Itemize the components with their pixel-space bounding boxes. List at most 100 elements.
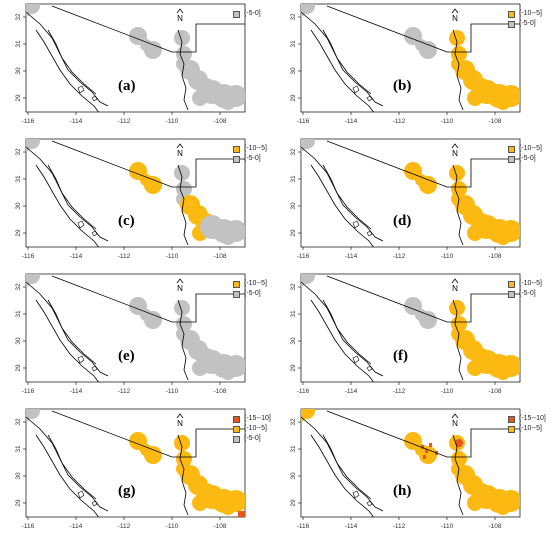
legend-label: (-10--5] xyxy=(244,145,267,152)
country-border xyxy=(326,5,520,53)
y-axis-tick-label: 31 xyxy=(290,175,297,183)
regional-map: N -116 -114 -112 -110 -108 29 30 31 32 xyxy=(15,408,246,530)
anomaly-zone-corner xyxy=(301,4,315,14)
island xyxy=(352,490,360,499)
map-panel: N -116 -114 -112 -110 -108 29 30 31 32 (a) (-5-0] xyxy=(0,0,275,135)
coastline xyxy=(35,299,99,382)
coastline xyxy=(177,29,189,111)
x-axis-tick-label: -108 xyxy=(213,523,226,530)
legend-item: (-10--5] xyxy=(508,279,542,289)
anomaly-zone-southeast xyxy=(220,229,236,245)
map-panel: N -116 -114 -112 -110 -108 29 30 31 32 (b) (-10--5]… xyxy=(275,0,550,135)
legend-swatch xyxy=(508,145,515,153)
coastline xyxy=(177,434,189,516)
coastline xyxy=(35,29,99,112)
anomaly-zone-corner xyxy=(26,409,40,419)
y-axis-tick-label: 32 xyxy=(290,283,297,291)
anomaly-zone-southeast xyxy=(220,499,236,515)
anomaly-zone-corner xyxy=(301,409,315,419)
x-axis-tick-label: -112 xyxy=(118,118,131,125)
anomaly-zone-corner xyxy=(26,4,40,14)
anomaly-zone-extreme xyxy=(421,445,424,449)
anomaly-zone-river xyxy=(449,165,465,181)
coastline xyxy=(301,146,384,242)
x-axis-tick-label: -114 xyxy=(70,118,83,125)
north-arrow-icon xyxy=(451,8,459,14)
coastline xyxy=(452,164,464,246)
anomaly-zone-extreme xyxy=(238,511,245,517)
map-panel: N -116 -114 -112 -110 -108 29 30 31 32 (g) (-15--10… xyxy=(0,405,275,540)
panel-legend: (-15--10] (-10--5] (-5-0] xyxy=(233,414,271,444)
x-axis-tick-label: -108 xyxy=(213,388,226,395)
x-axis-tick-label: -108 xyxy=(213,253,226,260)
y-axis-tick-label: 30 xyxy=(15,202,22,210)
legend-item: (-5-0] xyxy=(508,154,542,164)
x-axis-tick-label: -112 xyxy=(393,118,406,125)
x-axis-tick-label: -116 xyxy=(22,388,35,395)
legend-label: (-15--10] xyxy=(244,415,271,422)
x-axis-tick-label: -116 xyxy=(297,523,310,530)
legend-item: (-15--10] xyxy=(233,414,271,424)
legend-swatch xyxy=(233,290,240,298)
anomaly-zone-river xyxy=(449,30,465,46)
y-axis-tick-label: 29 xyxy=(15,499,22,507)
legend-swatch xyxy=(233,425,240,433)
y-axis-tick-label: 31 xyxy=(15,175,22,183)
anomaly-zone-sonora xyxy=(415,39,427,51)
panel-label: (g) xyxy=(118,483,136,499)
x-axis-tick-label: -112 xyxy=(393,253,406,260)
north-arrow-label: N xyxy=(452,284,458,293)
y-axis-tick-label: 32 xyxy=(15,418,22,426)
island xyxy=(77,355,85,364)
legend-item: (-10--5] xyxy=(508,9,542,19)
y-axis-tick-label: 29 xyxy=(15,94,22,102)
x-axis-tick-label: -108 xyxy=(488,523,501,530)
legend-label: (-10--5] xyxy=(519,10,542,17)
panel-legend: (-10--5] (-5-0] xyxy=(508,144,542,164)
y-axis-tick-label: 32 xyxy=(15,148,22,156)
x-axis-tick-label: -108 xyxy=(488,118,501,125)
country-border xyxy=(51,5,245,53)
x-axis-tick-label: -112 xyxy=(393,388,406,395)
legend-label: (-10--5] xyxy=(519,280,542,287)
island xyxy=(77,85,85,94)
x-axis-tick-label: -112 xyxy=(118,523,131,530)
anomaly-zone-southeast xyxy=(220,94,236,110)
legend-swatch xyxy=(508,425,515,433)
y-axis-tick-label: 29 xyxy=(290,499,297,507)
anomaly-zone-southeast xyxy=(495,499,511,515)
y-axis-tick-label: 32 xyxy=(290,418,297,426)
coastline xyxy=(322,434,372,500)
legend-label: (-5-0] xyxy=(244,435,261,442)
regional-map: N -116 -114 -112 -110 -108 29 30 31 32 xyxy=(290,3,521,125)
regional-map: N -116 -114 -112 -110 -108 29 30 31 32 xyxy=(15,273,246,395)
x-axis-tick-label: -110 xyxy=(166,523,179,530)
country-border xyxy=(326,275,520,323)
anomaly-zone-sonora xyxy=(140,444,152,456)
legend-item: (-5-0] xyxy=(508,289,542,299)
panel-legend: (-5-0] xyxy=(233,9,261,19)
legend-item: (-15--10] xyxy=(508,414,546,424)
x-axis-tick-label: -110 xyxy=(441,253,454,260)
anomaly-zone-river xyxy=(174,30,190,46)
island xyxy=(91,95,98,102)
coastline xyxy=(310,299,374,382)
anomaly-zone-southeast xyxy=(495,364,511,380)
coastline xyxy=(301,11,384,107)
regional-map: N -116 -114 -112 -110 -108 29 30 31 32 xyxy=(290,273,521,395)
map-panel: N -116 -114 -112 -110 -108 29 30 31 32 (d) (-10--5]… xyxy=(275,135,550,270)
legend-label: (-5-0] xyxy=(244,290,261,297)
legend-swatch xyxy=(233,10,240,18)
map-panel: N -116 -114 -112 -110 -108 29 30 31 32 (c) (-10--5]… xyxy=(0,135,275,270)
coastline xyxy=(47,434,97,500)
y-axis-tick-label: 32 xyxy=(15,283,22,291)
anomaly-zone-sonora xyxy=(415,309,427,321)
x-axis-tick-label: -116 xyxy=(297,253,310,260)
legend-label: (-5-0] xyxy=(519,290,536,297)
north-arrow-icon xyxy=(176,8,184,14)
legend-item: (-5-0] xyxy=(233,9,261,19)
legend-swatch xyxy=(508,20,515,28)
y-axis-tick-label: 29 xyxy=(290,229,297,237)
anomaly-zone-corner xyxy=(301,139,315,149)
coastline xyxy=(310,434,374,517)
